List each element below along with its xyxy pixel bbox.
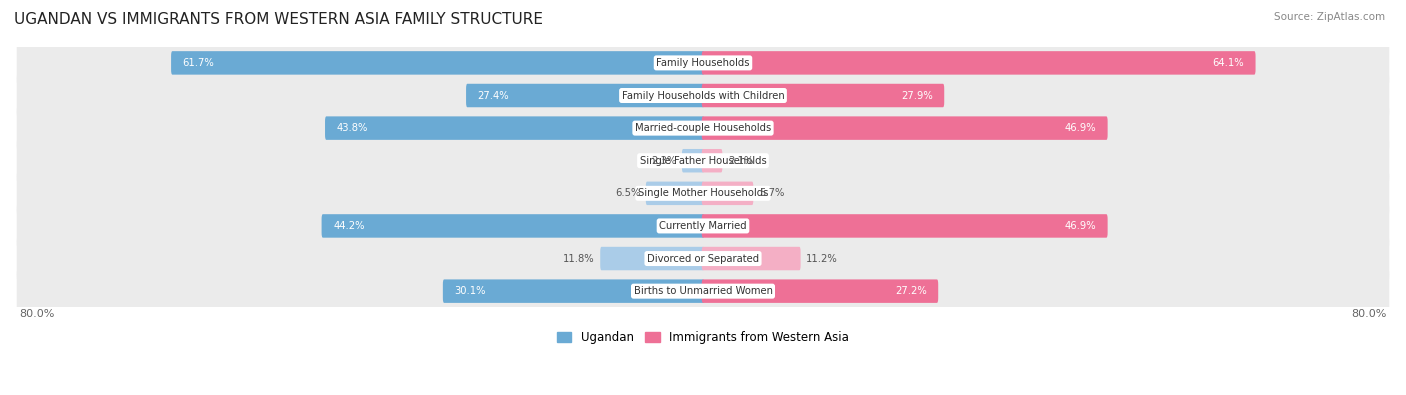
Text: 2.3%: 2.3% bbox=[651, 156, 676, 166]
Text: Source: ZipAtlas.com: Source: ZipAtlas.com bbox=[1274, 12, 1385, 22]
FancyBboxPatch shape bbox=[465, 84, 704, 107]
Text: 80.0%: 80.0% bbox=[20, 309, 55, 319]
FancyBboxPatch shape bbox=[702, 117, 1108, 140]
Text: 11.8%: 11.8% bbox=[562, 254, 595, 263]
Text: 64.1%: 64.1% bbox=[1212, 58, 1244, 68]
Text: Single Mother Households: Single Mother Households bbox=[638, 188, 768, 198]
Text: 5.7%: 5.7% bbox=[759, 188, 785, 198]
Text: Family Households: Family Households bbox=[657, 58, 749, 68]
FancyBboxPatch shape bbox=[17, 168, 1389, 218]
Text: Divorced or Separated: Divorced or Separated bbox=[647, 254, 759, 263]
FancyBboxPatch shape bbox=[17, 135, 1389, 186]
FancyBboxPatch shape bbox=[645, 182, 704, 205]
FancyBboxPatch shape bbox=[702, 279, 938, 303]
Text: 27.9%: 27.9% bbox=[901, 90, 932, 100]
FancyBboxPatch shape bbox=[702, 182, 754, 205]
Text: 61.7%: 61.7% bbox=[183, 58, 215, 68]
Text: 30.1%: 30.1% bbox=[454, 286, 486, 296]
Text: 80.0%: 80.0% bbox=[1351, 309, 1386, 319]
Text: 2.1%: 2.1% bbox=[728, 156, 754, 166]
FancyBboxPatch shape bbox=[702, 51, 1256, 75]
FancyBboxPatch shape bbox=[322, 214, 704, 238]
FancyBboxPatch shape bbox=[172, 51, 704, 75]
FancyBboxPatch shape bbox=[17, 233, 1389, 284]
Text: Married-couple Households: Married-couple Households bbox=[636, 123, 770, 133]
Text: 11.2%: 11.2% bbox=[806, 254, 838, 263]
Text: Births to Unmarried Women: Births to Unmarried Women bbox=[634, 286, 772, 296]
Text: Family Households with Children: Family Households with Children bbox=[621, 90, 785, 100]
FancyBboxPatch shape bbox=[682, 149, 704, 173]
Text: 46.9%: 46.9% bbox=[1064, 123, 1097, 133]
FancyBboxPatch shape bbox=[702, 214, 1108, 238]
FancyBboxPatch shape bbox=[600, 247, 704, 270]
Text: 27.4%: 27.4% bbox=[478, 90, 509, 100]
Legend: Ugandan, Immigrants from Western Asia: Ugandan, Immigrants from Western Asia bbox=[553, 326, 853, 348]
FancyBboxPatch shape bbox=[17, 70, 1389, 120]
FancyBboxPatch shape bbox=[17, 201, 1389, 251]
FancyBboxPatch shape bbox=[17, 38, 1389, 88]
Text: 43.8%: 43.8% bbox=[336, 123, 368, 133]
Text: UGANDAN VS IMMIGRANTS FROM WESTERN ASIA FAMILY STRUCTURE: UGANDAN VS IMMIGRANTS FROM WESTERN ASIA … bbox=[14, 12, 543, 27]
Text: 46.9%: 46.9% bbox=[1064, 221, 1097, 231]
FancyBboxPatch shape bbox=[17, 266, 1389, 316]
FancyBboxPatch shape bbox=[702, 247, 800, 270]
Text: Single Father Households: Single Father Households bbox=[640, 156, 766, 166]
FancyBboxPatch shape bbox=[702, 149, 723, 173]
Text: Currently Married: Currently Married bbox=[659, 221, 747, 231]
Text: 6.5%: 6.5% bbox=[614, 188, 640, 198]
Text: 27.2%: 27.2% bbox=[894, 286, 927, 296]
FancyBboxPatch shape bbox=[17, 103, 1389, 153]
FancyBboxPatch shape bbox=[443, 279, 704, 303]
FancyBboxPatch shape bbox=[702, 84, 945, 107]
FancyBboxPatch shape bbox=[325, 117, 704, 140]
Text: 44.2%: 44.2% bbox=[333, 221, 364, 231]
